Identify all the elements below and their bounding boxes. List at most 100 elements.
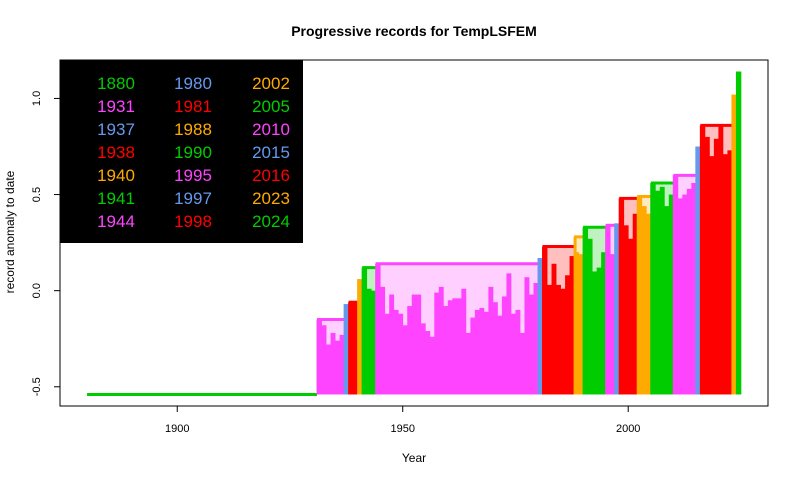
legend-entry-1940: 1940 (97, 166, 135, 185)
annual-bar-1993 (596, 267, 602, 395)
annual-bar-1947 (389, 294, 395, 395)
record-span-1941 (361, 266, 377, 395)
record-span-1937 (343, 304, 350, 395)
record-span-2016 (699, 123, 733, 395)
annual-bar-1972 (501, 296, 507, 395)
annual-bar-1999 (623, 225, 629, 395)
record-span-1988 (573, 235, 584, 395)
x-tick-label-2000: 2000 (616, 423, 640, 435)
y-tick-label-3: 1.0 (31, 91, 43, 106)
legend-entry-1990: 1990 (174, 143, 212, 162)
annual-bar-1969 (488, 286, 494, 395)
annual-bar-2008 (664, 206, 670, 395)
annual-bar-2001 (632, 213, 638, 395)
annual-bar-2004 (646, 213, 652, 395)
legend-entry-1944: 1944 (97, 212, 135, 231)
annual-bar-2006 (655, 190, 661, 395)
annual-bar-1939 (353, 302, 359, 395)
annual-bar-1962 (456, 298, 462, 395)
annual-bar-1952 (411, 294, 417, 395)
annual-bar-2012 (682, 194, 688, 395)
annual-bar-1982 (547, 284, 552, 395)
legend-entry-1938: 1938 (97, 143, 135, 162)
annual-bar-1976 (519, 332, 525, 395)
annual-bar-2007 (659, 186, 665, 395)
annual-bar-1946 (384, 313, 390, 395)
annual-bar-2003 (641, 206, 647, 395)
annual-bar-1953 (416, 294, 422, 395)
legend-entry-1995: 1995 (174, 166, 212, 185)
annual-bar-1996 (610, 254, 616, 395)
legend-entry-1931: 1931 (97, 97, 135, 116)
annual-bar-1967 (479, 307, 485, 395)
annual-bar-1968 (483, 311, 489, 395)
annual-bar-1948 (393, 309, 399, 395)
annual-bar-1954 (420, 323, 426, 395)
annual-bar-1966 (474, 309, 480, 395)
record-span-2024 (735, 71, 742, 395)
annual-bar-1942 (366, 288, 372, 395)
annual-bar-2018 (709, 156, 715, 395)
annual-bar-1933 (326, 344, 331, 395)
annual-bar-2000 (628, 238, 634, 395)
record-span-1998 (618, 196, 638, 395)
record-span-1938 (348, 300, 359, 395)
legend-entry-1880: 1880 (97, 74, 135, 93)
annual-bar-1992 (592, 271, 598, 395)
annual-bar-1975 (515, 309, 521, 395)
annual-bar-1984 (556, 284, 561, 395)
annual-bar-1945 (380, 286, 386, 395)
annual-bar-1950 (402, 325, 408, 395)
annual-bar-1979 (533, 282, 539, 395)
x-axis-label: Year (402, 451, 426, 465)
legend-background (60, 60, 303, 243)
legend-entry-1998: 1998 (174, 212, 212, 231)
annual-bar-1985 (560, 288, 566, 395)
record-span-2010 (672, 173, 697, 395)
annual-bar-1949 (398, 313, 404, 395)
annual-bar-1956 (429, 336, 435, 395)
annual-bar-1955 (425, 331, 431, 395)
annual-bar-2022 (727, 150, 733, 395)
annual-bar-1989 (578, 254, 584, 395)
legend-entry-2024: 2024 (252, 212, 290, 231)
annual-bar-1977 (524, 277, 530, 395)
annual-bar-1932 (321, 325, 327, 395)
annual-bar-1978 (528, 294, 534, 395)
record-span-1997 (614, 223, 620, 395)
plot-area (87, 71, 742, 396)
annual-bar-2021 (722, 154, 728, 395)
annual-bar-1973 (506, 273, 512, 395)
annual-bar-2011 (677, 198, 683, 395)
annual-bar-2017 (704, 136, 710, 395)
annual-bar-1936 (339, 334, 345, 395)
legend-entry-1981: 1981 (174, 97, 212, 116)
annual-bar-1935 (335, 340, 340, 395)
legend-entry-2005: 2005 (252, 97, 290, 116)
record-span-1981 (542, 244, 575, 395)
annual-bar-1983 (551, 263, 557, 395)
record-span-1995 (605, 223, 616, 395)
legend-entry-1997: 1997 (174, 189, 212, 208)
legend: 1880 1931 1937 1938 1940 1941 1944 1980 1981 1988… (60, 60, 303, 243)
annual-bar-1961 (452, 298, 458, 395)
annual-bar-1958 (438, 286, 444, 395)
annual-bar-1943 (371, 290, 377, 395)
annual-bar-1960 (447, 300, 453, 395)
annual-bar-1971 (497, 315, 503, 395)
y-tick-label-0: -0.5 (31, 377, 43, 396)
annual-bar-1959 (443, 306, 449, 395)
record-span-2005 (650, 181, 674, 395)
annual-bar-1965 (470, 317, 476, 395)
record-span-1931 (316, 318, 345, 395)
legend-entry-2023: 2023 (252, 189, 290, 208)
y-tick-label-2: 0.5 (31, 187, 43, 202)
legend-entry-2002: 2002 (252, 74, 290, 93)
annual-bar-1970 (492, 302, 498, 395)
annual-bar-1986 (565, 275, 570, 395)
legend-entry-2010: 2010 (252, 120, 290, 139)
record-span-1980 (537, 257, 543, 395)
chart-title: Progressive records for TempLSFEM (291, 23, 537, 39)
x-tick-label-1950: 1950 (390, 423, 414, 435)
